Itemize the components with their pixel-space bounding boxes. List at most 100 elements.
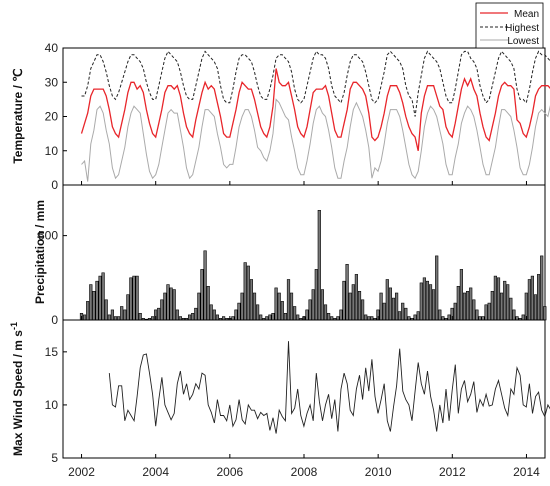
precipitation-bar xyxy=(435,255,439,321)
precipitation-bar xyxy=(289,292,294,321)
wind-speed-line xyxy=(108,341,550,434)
precipitation-bar xyxy=(367,316,371,321)
precipitation-bar xyxy=(197,292,201,321)
precipitation-bar xyxy=(296,314,300,321)
precipitation-bar xyxy=(404,307,408,321)
y-tick-label: 10 xyxy=(45,398,59,412)
precipitation-bar xyxy=(388,287,393,321)
precipitation-bar xyxy=(206,285,210,321)
precipitation-bar xyxy=(98,275,102,321)
precipitation-bar xyxy=(222,316,226,321)
precipitation-bar xyxy=(357,290,362,321)
precipitation-bar xyxy=(283,312,288,321)
series-line-highest xyxy=(81,50,550,117)
x-tick-label: 2002 xyxy=(68,465,95,479)
precipitation-bar xyxy=(499,292,504,321)
precipitation-bar xyxy=(215,314,220,321)
precipitation-bar xyxy=(89,284,93,321)
y-tick-label: 500 xyxy=(38,229,58,243)
precipitation-bar xyxy=(231,316,235,321)
x-tick-label: 2006 xyxy=(216,465,243,479)
precipitation-bar xyxy=(126,294,130,321)
precipitation-bar xyxy=(212,309,216,321)
precipitation-bar xyxy=(536,274,541,321)
precipitation-bar xyxy=(265,316,269,321)
temperature-y-axis-label: Temperature / ℃ xyxy=(11,68,25,163)
precipitation-bar xyxy=(209,304,213,321)
precipitation-bar xyxy=(292,306,297,321)
precipitation-bar xyxy=(484,304,488,321)
series-line-lowest xyxy=(81,98,550,182)
wind-y-axis-label: Max Wind Speed / m s-1 xyxy=(9,322,25,456)
precipitation-bar xyxy=(422,277,427,321)
precipitation-bar xyxy=(478,316,482,321)
precipitation-bar xyxy=(527,279,531,321)
precipitation-panel: 0 500 Precipitation / mm xyxy=(33,184,547,327)
x-tick-label: 2012 xyxy=(439,465,466,479)
precipitation-bar xyxy=(462,292,467,321)
precipitation-bar xyxy=(246,265,250,321)
y-tick-label: 5 xyxy=(51,451,58,465)
precipitation-bar xyxy=(481,316,485,321)
precipitation-bar xyxy=(151,316,155,321)
precipitation-bar xyxy=(370,316,374,321)
precipitation-bar xyxy=(382,302,386,321)
y-tick-label: 10 xyxy=(45,144,59,158)
precipitation-bar xyxy=(188,314,192,321)
precipitation-bar xyxy=(317,210,321,321)
precipitation-bar xyxy=(243,262,247,321)
precipitation-bar xyxy=(428,284,433,321)
y-tick-label: 40 xyxy=(45,41,59,55)
precipitation-bar xyxy=(475,309,479,321)
x-tick-label: 2010 xyxy=(365,465,392,479)
x-tick-label: 2008 xyxy=(291,465,318,479)
precipitation-bar xyxy=(157,307,161,321)
y-tick-label: 0 xyxy=(51,313,58,327)
precipitation-bar xyxy=(419,282,423,321)
precipitation-bar xyxy=(166,284,170,321)
precipitation-bar xyxy=(354,274,359,321)
precipitation-bar xyxy=(268,314,272,321)
precipitation-bar xyxy=(509,297,513,321)
precipitation-bar xyxy=(401,302,405,321)
precipitation-bar xyxy=(123,309,127,321)
precipitation-bar xyxy=(379,292,383,321)
precipitation-bar xyxy=(163,292,167,321)
precipitation-bar xyxy=(543,306,547,321)
precipitation-bar xyxy=(540,255,544,321)
precipitation-bar xyxy=(129,277,133,321)
precipitation-bar xyxy=(533,294,538,321)
precipitation-bar xyxy=(360,299,365,321)
precipitation-y-axis-label: Precipitation / mm xyxy=(33,200,47,304)
precipitation-bar xyxy=(425,280,430,321)
precipitation-bar xyxy=(342,280,346,321)
precipitation-bar xyxy=(314,269,318,321)
precipitation-bar xyxy=(255,304,260,321)
precipitation-bar xyxy=(280,301,284,321)
y-tick-label: 20 xyxy=(45,110,59,124)
precipitation-bar xyxy=(397,311,402,321)
precipitation-bar xyxy=(117,316,121,321)
precipitation-bar xyxy=(132,275,136,321)
x-axis: 2002 2004 2006 2008 2010 2012 2014 xyxy=(68,181,540,479)
precipitation-bar xyxy=(308,299,312,321)
precipitation-bar xyxy=(323,304,328,321)
precipitation-bar xyxy=(110,309,114,321)
precipitation-bar xyxy=(252,292,257,321)
temperature-plot-frame xyxy=(62,47,546,186)
series-line-mean xyxy=(80,68,550,151)
precipitation-bar xyxy=(453,302,457,321)
precipitation-bar xyxy=(191,312,195,321)
precipitation-bar xyxy=(120,306,124,321)
precipitation-bar xyxy=(506,284,510,321)
precipitation-bar xyxy=(274,287,278,321)
precipitation-bar xyxy=(521,314,525,321)
precipitation-bar xyxy=(385,279,389,321)
precipitation-bar xyxy=(530,275,534,321)
precipitation-bar xyxy=(490,290,494,321)
precipitation-bar xyxy=(326,312,331,321)
precipitation-bar xyxy=(286,279,291,321)
precipitation-bar xyxy=(259,314,263,321)
precipitation-bar xyxy=(249,279,254,321)
x-tick-label: 2014 xyxy=(513,465,540,479)
